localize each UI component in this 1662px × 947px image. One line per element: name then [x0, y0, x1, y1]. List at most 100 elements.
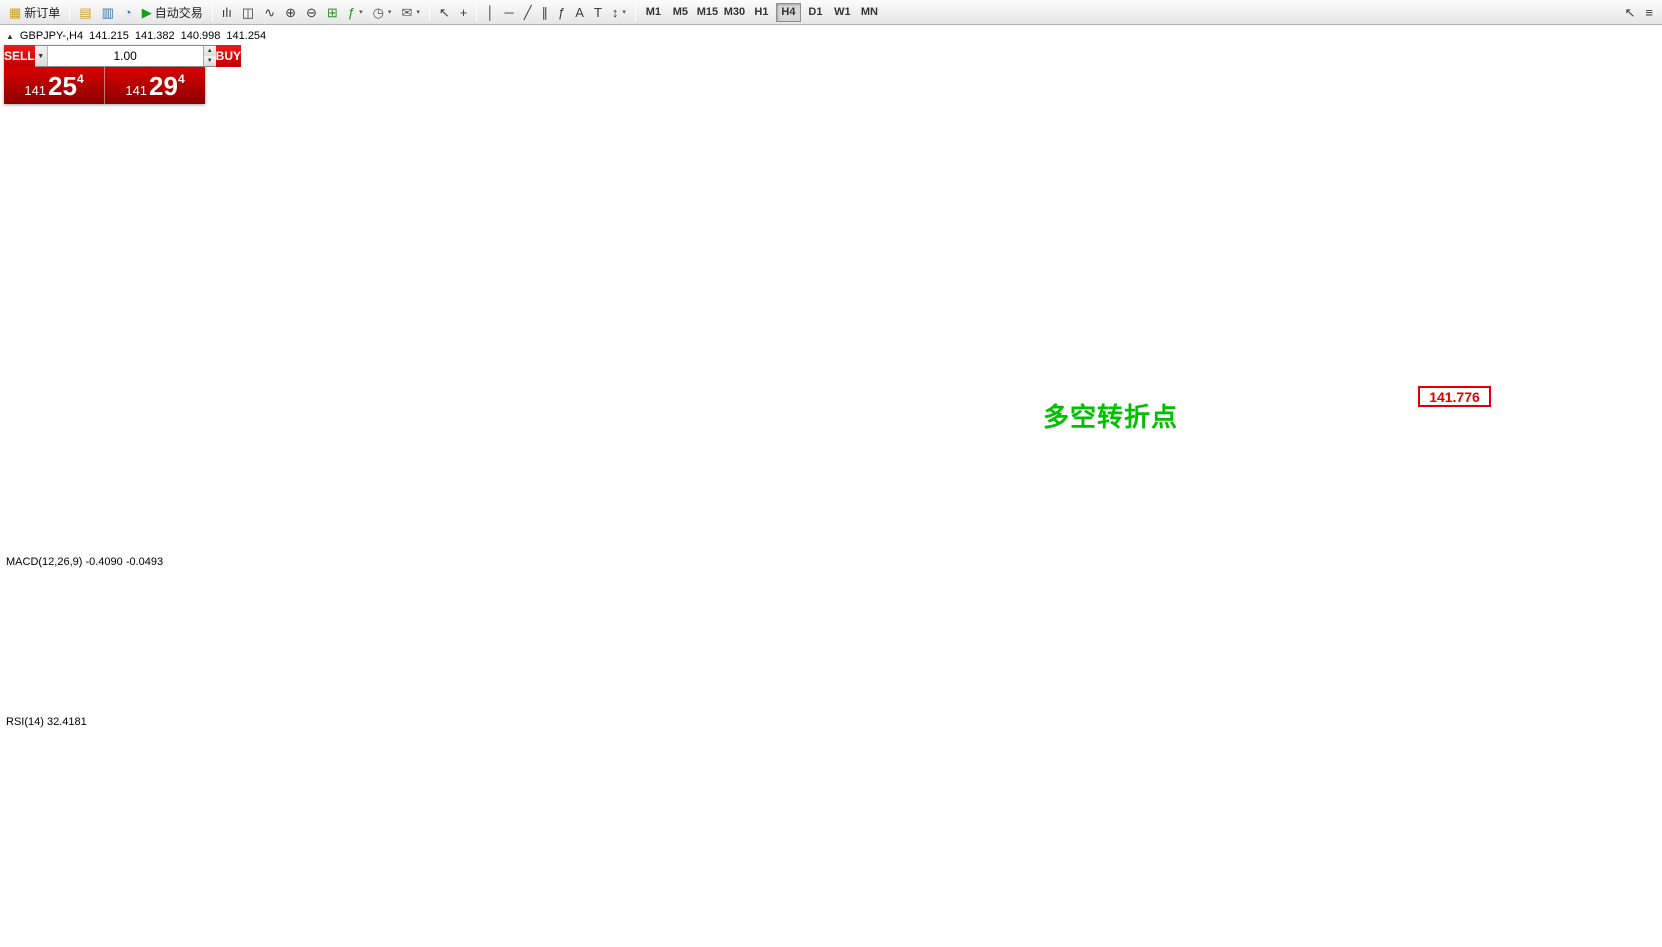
macd-indicator-label: MACD(12,26,9) -0.4090 -0.0493 — [6, 556, 164, 568]
label-icon: T — [593, 4, 602, 20]
volume-down-icon[interactable]: ▼ — [203, 56, 216, 66]
volume-dropdown-icon[interactable]: ▼ — [34, 46, 48, 66]
vertical-line-button[interactable]: │ — [481, 2, 499, 23]
zoom-in-icon: ⊕ — [285, 4, 297, 20]
cursor-button[interactable]: ↖ — [434, 2, 455, 23]
autotrade-play-icon: ▶ — [141, 4, 152, 20]
quote-low: 140.998 — [180, 30, 221, 42]
crosshair-icon: + — [459, 4, 468, 20]
sell-price-pips: 25 — [48, 70, 77, 101]
line-chart-icon: ∿ — [264, 4, 276, 20]
buy-price[interactable]: 141 29 4 — [105, 67, 205, 104]
zoom-in-button[interactable]: ⊕ — [280, 2, 301, 23]
timeframe-mn-button[interactable]: MN — [857, 3, 882, 22]
timeframe-d1-button[interactable]: D1 — [803, 3, 828, 22]
fibonacci-icon: ƒ — [558, 4, 566, 20]
buy-button[interactable]: BUY — [215, 45, 242, 67]
buy-price-pips: 29 — [149, 70, 178, 101]
quote-high: 141.382 — [134, 30, 175, 42]
horizontal-line-icon: ─ — [504, 4, 514, 20]
rsi-indicator-label: RSI(14) 32.4181 — [6, 716, 87, 728]
autotrade-button[interactable]: ▶ 自动交易 — [137, 2, 208, 23]
candlestick-button[interactable]: ◫ — [237, 2, 259, 23]
timeframe-h4-button[interactable]: H4 — [775, 2, 801, 22]
timeframe-w1-button[interactable]: W1 — [830, 3, 855, 22]
volume-input[interactable] — [47, 46, 203, 66]
timeframe-h1-button[interactable]: H1 — [749, 3, 774, 22]
text-icon: A — [575, 4, 584, 20]
data-window-button[interactable]: ▥ — [97, 2, 119, 23]
quote-close: 141.254 — [226, 30, 267, 42]
timeframe-m5-button[interactable]: M5 — [668, 3, 693, 22]
dropdown-caret-icon: ▾ — [359, 9, 363, 16]
market-watch-icon: ▤ — [79, 4, 92, 20]
chart-canvas — [0, 25, 1662, 947]
channel-icon: ∥ — [541, 4, 549, 20]
indicators-button[interactable]: ƒ ▾ — [343, 2, 368, 23]
timeframe-m30-button[interactable]: M30 — [722, 3, 747, 22]
cursor-pointer-button[interactable]: ↖ — [1620, 2, 1641, 23]
quick-menu-button[interactable]: ≡ — [1640, 2, 1658, 23]
volume-box: ▼ ▲ ▼ — [34, 45, 216, 67]
sell-button[interactable]: SELL — [4, 45, 35, 67]
cursor-pointer-icon: ↖ — [1624, 4, 1636, 20]
price-callout-label: 141.776 — [1418, 386, 1491, 407]
timeframe-m15-button[interactable]: M15 — [695, 3, 720, 22]
bar-chart-icon: ılı — [221, 4, 232, 20]
trendline-button[interactable]: ╱ — [519, 2, 537, 23]
sell-price-frac: 4 — [76, 72, 84, 86]
cursor-icon: ↖ — [438, 4, 450, 20]
new-order-button-label: 新订单 — [24, 5, 61, 20]
buy-price-frac: 4 — [177, 72, 185, 86]
toolbar-separator — [476, 3, 478, 21]
symbol-direction-icon: ▲ — [6, 31, 14, 41]
data-window-icon: ▥ — [101, 4, 114, 20]
dropdown-caret-icon: ▾ — [416, 9, 420, 16]
sell-price[interactable]: 141 25 4 — [4, 67, 105, 104]
crosshair-button[interactable]: + — [455, 2, 473, 23]
bar-chart-button[interactable]: ılı — [217, 2, 237, 23]
dropdown-caret-icon: ▾ — [387, 9, 392, 16]
line-chart-button[interactable]: ∿ — [259, 2, 280, 23]
candlestick-icon: ◫ — [241, 4, 255, 20]
toolbar-separator — [634, 3, 636, 21]
volume-stepper: ▲ ▼ — [202, 46, 216, 66]
new-order-button[interactable]: ▦ 新订单 — [4, 2, 65, 23]
sell-price-prefix: 141 — [24, 83, 47, 98]
period-button[interactable]: ◷ ▾ — [368, 2, 397, 23]
buy-price-prefix: 141 — [125, 83, 148, 98]
fibonacci-button[interactable]: ƒ — [553, 2, 570, 23]
toolbar-separator — [69, 3, 71, 21]
text-button[interactable]: A — [570, 2, 589, 23]
autotrade-button-label: 自动交易 — [154, 5, 203, 20]
market-watch-button[interactable]: ▤ — [74, 2, 96, 23]
zoom-out-button[interactable]: ⊖ — [301, 2, 322, 23]
zoom-out-icon: ⊖ — [306, 4, 317, 20]
template-button[interactable]: ✉ ▾ — [396, 2, 424, 23]
vertical-line-icon: │ — [486, 4, 495, 20]
volume-up-icon[interactable]: ▲ — [203, 46, 216, 56]
one-click-trading-panel: SELL ▼ ▲ ▼ BUY 141 25 4 141 29 4 — [4, 45, 242, 104]
label-button[interactable]: T — [589, 2, 607, 23]
template-icon: ✉ — [401, 4, 413, 20]
arrows-button[interactable]: ↕ ▾ — [607, 2, 631, 23]
symbol-period-label: GBPJPY-,H4 — [19, 30, 84, 42]
chart-annotation-text: 多空转折点 — [1043, 402, 1179, 432]
new-order-icon: ▦ — [9, 4, 22, 20]
period-icon: ◷ — [372, 4, 384, 20]
navigator-button[interactable]: ◔ — [119, 2, 137, 23]
quote-open: 141.215 — [89, 30, 129, 42]
horizontal-line-button[interactable]: ─ — [499, 2, 518, 23]
tile-windows-icon: ⊞ — [326, 4, 338, 20]
timeframe-m1-button[interactable]: M1 — [641, 3, 666, 22]
toolbar: ▦ 新订单 ▤ ▥ ◔ ▶ 自动交易 ılı ◫ ∿ ⊕ ⊖ ⊞ ƒ ▾ ◷ ▾ ✉ ▾ ↖ + │ ─ ╱ ∥ ƒ A T ↕ ▾ M1 M… — [0, 0, 1662, 25]
quick-menu-icon: ≡ — [1645, 4, 1653, 20]
trendline-icon: ╱ — [523, 4, 532, 20]
toolbar-separator — [428, 3, 430, 21]
navigator-icon: ◔ — [123, 4, 132, 20]
channel-button[interactable]: ∥ — [537, 2, 554, 23]
quote-line: ▲ GBPJPY-,H4 141.215 141.382 140.998 141… — [6, 30, 266, 42]
arrows-icon: ↕ — [611, 4, 619, 20]
tile-windows-button[interactable]: ⊞ — [322, 2, 343, 23]
